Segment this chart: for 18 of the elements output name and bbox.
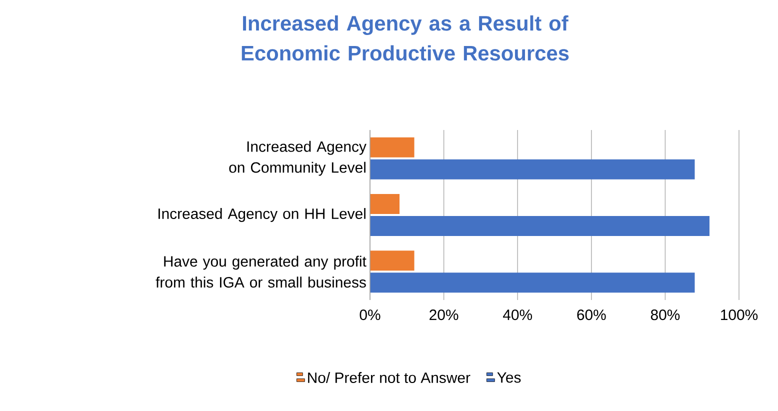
bar [370,194,400,214]
bar [370,250,414,271]
legend-label: Yes [497,372,521,383]
y-tick-label: Have you generated any profit from this IGA or small business [156,256,366,288]
bar [370,216,710,236]
x-tick-label: 0% [360,310,380,320]
chart-title: Increased Agency as a Result of Economic Productive Resources [242,15,569,61]
y-tick-label: Increased Agency on HH Level [158,208,366,222]
x-tick-label: 60% [577,310,606,320]
bar [370,272,695,293]
bar [370,137,414,158]
x-tick-label: 20% [430,310,458,320]
legend-label: No/ Prefer not to Answer [308,372,470,384]
x-tick-label: 40% [502,310,532,320]
x-tick-label: 80% [650,310,680,320]
x-tick-label: 100% [721,310,758,320]
y-tick-label: Increased Agency on Community Level [229,140,366,176]
bar [370,159,695,180]
